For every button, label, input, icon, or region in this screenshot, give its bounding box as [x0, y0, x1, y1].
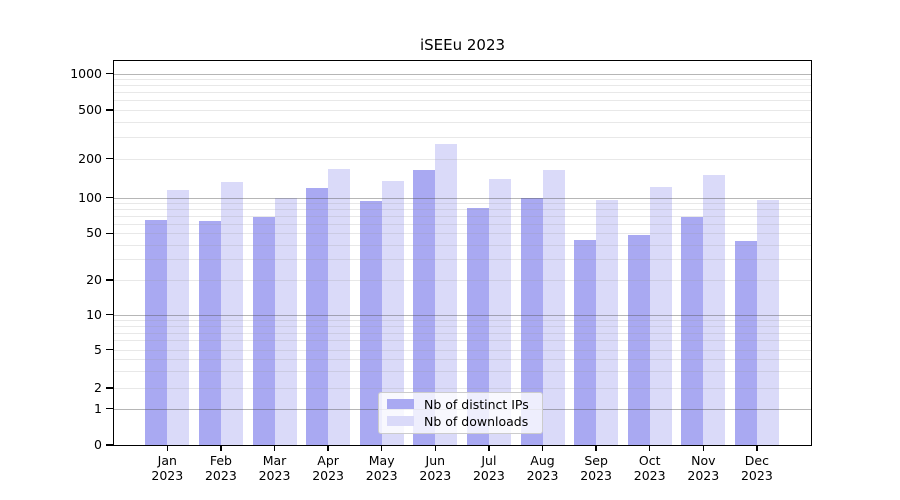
bar-downloads-mar	[274, 197, 297, 446]
bar-distinct-ips-jun	[413, 170, 436, 446]
x-tick	[702, 445, 704, 451]
x-tick	[434, 445, 436, 451]
gridline-minor	[113, 121, 812, 123]
x-tick-label: Mar 2023	[258, 452, 291, 483]
chart-title: iSEEu 2023	[419, 36, 506, 54]
x-tick-label: May 2023	[365, 452, 398, 483]
y-tick-label: 2	[94, 380, 102, 395]
x-tick	[595, 445, 597, 451]
legend-swatch-distinct-ips	[387, 399, 414, 409]
gridline-minor	[113, 110, 812, 111]
bar-downloads-aug	[542, 169, 565, 446]
bar-distinct-ips-nov	[681, 217, 704, 446]
y-tick	[106, 73, 113, 75]
x-tick	[220, 445, 222, 451]
bar-downloads-jul	[488, 178, 511, 446]
x-tick	[381, 445, 383, 451]
x-tick-label: Jan 2023	[151, 452, 184, 483]
x-tick	[756, 445, 758, 451]
bar-distinct-ips-feb	[198, 220, 221, 446]
y-tick	[106, 444, 113, 446]
bar-distinct-ips-sep	[574, 239, 597, 446]
bar-distinct-ips-oct	[627, 235, 650, 446]
gridline-minor	[113, 85, 812, 87]
gridline-minor	[113, 137, 812, 139]
gridline-minor	[113, 100, 812, 102]
x-tick-label: Aug 2023	[526, 452, 559, 483]
y-tick	[106, 387, 113, 389]
bar-downloads-feb	[220, 182, 243, 446]
x-tick-label: Jun 2023	[419, 452, 452, 483]
bar-downloads-dec	[756, 200, 779, 446]
x-tick-label: Feb 2023	[204, 452, 237, 483]
y-tick-label: 1	[94, 400, 102, 416]
y-tick	[106, 348, 113, 351]
x-tick-label: Sep 2023	[580, 452, 612, 483]
bar-downloads-jan	[167, 190, 190, 446]
legend-label: Nb of distinct IPs	[424, 396, 529, 412]
x-tick	[327, 445, 329, 451]
x-tick	[488, 445, 490, 451]
bar-downloads-jun	[435, 144, 458, 446]
bar-distinct-ips-aug	[520, 198, 543, 446]
y-tick	[106, 109, 113, 111]
x-tick-label: Oct 2023	[633, 452, 666, 483]
legend-entry: Nb of distinct IPs	[387, 397, 534, 412]
y-tick	[106, 279, 113, 281]
bar-distinct-ips-jul	[466, 208, 489, 446]
bar-downloads-oct	[649, 186, 672, 446]
y-tick-label: 20	[86, 272, 102, 287]
y-tick	[106, 407, 113, 410]
y-tick-label: 5	[94, 341, 102, 357]
legend: Nb of distinct IPs Nb of downloads	[378, 391, 543, 434]
gridline-minor	[113, 79, 812, 81]
y-tick-label: 100	[78, 189, 102, 205]
x-tick	[273, 445, 276, 451]
bar-distinct-ips-mar	[252, 217, 275, 446]
x-tick	[541, 445, 544, 451]
legend-swatch-downloads	[387, 416, 414, 426]
y-tick	[106, 232, 113, 234]
legend-label: Nb of downloads	[424, 413, 529, 429]
y-tick-label: 50	[86, 225, 102, 241]
bar-downloads-nov	[703, 175, 726, 446]
y-tick-label: 200	[78, 150, 102, 166]
y-tick	[106, 196, 113, 199]
gridline-minor	[113, 158, 812, 160]
x-tick-label: Dec 2023	[740, 452, 773, 483]
y-tick-label: 10	[86, 306, 102, 322]
x-tick-label: Nov 2023	[687, 452, 720, 483]
x-tick	[166, 445, 168, 451]
bar-distinct-ips-may	[359, 201, 382, 446]
bar-distinct-ips-jan	[145, 219, 168, 446]
y-tick-label: 0	[94, 437, 102, 452]
bar-distinct-ips-dec	[734, 241, 757, 446]
bar-downloads-may	[381, 181, 404, 446]
x-tick-label: Apr 2023	[312, 452, 344, 483]
bar-distinct-ips-apr	[306, 188, 329, 446]
x-tick	[649, 445, 651, 451]
gridline-major	[113, 73, 812, 75]
bar-downloads-sep	[596, 200, 619, 446]
y-tick	[106, 313, 113, 316]
bar-downloads-apr	[328, 168, 351, 446]
gridline-minor	[113, 92, 812, 94]
x-tick-label: Jul 2023	[472, 452, 505, 483]
y-tick	[106, 157, 113, 160]
plot-area: Nb of distinct IPs Nb of downloads	[113, 59, 812, 446]
y-tick-label: 500	[78, 102, 102, 117]
y-tick-label: 1000	[70, 65, 102, 81]
legend-entry: Nb of downloads	[387, 414, 534, 429]
